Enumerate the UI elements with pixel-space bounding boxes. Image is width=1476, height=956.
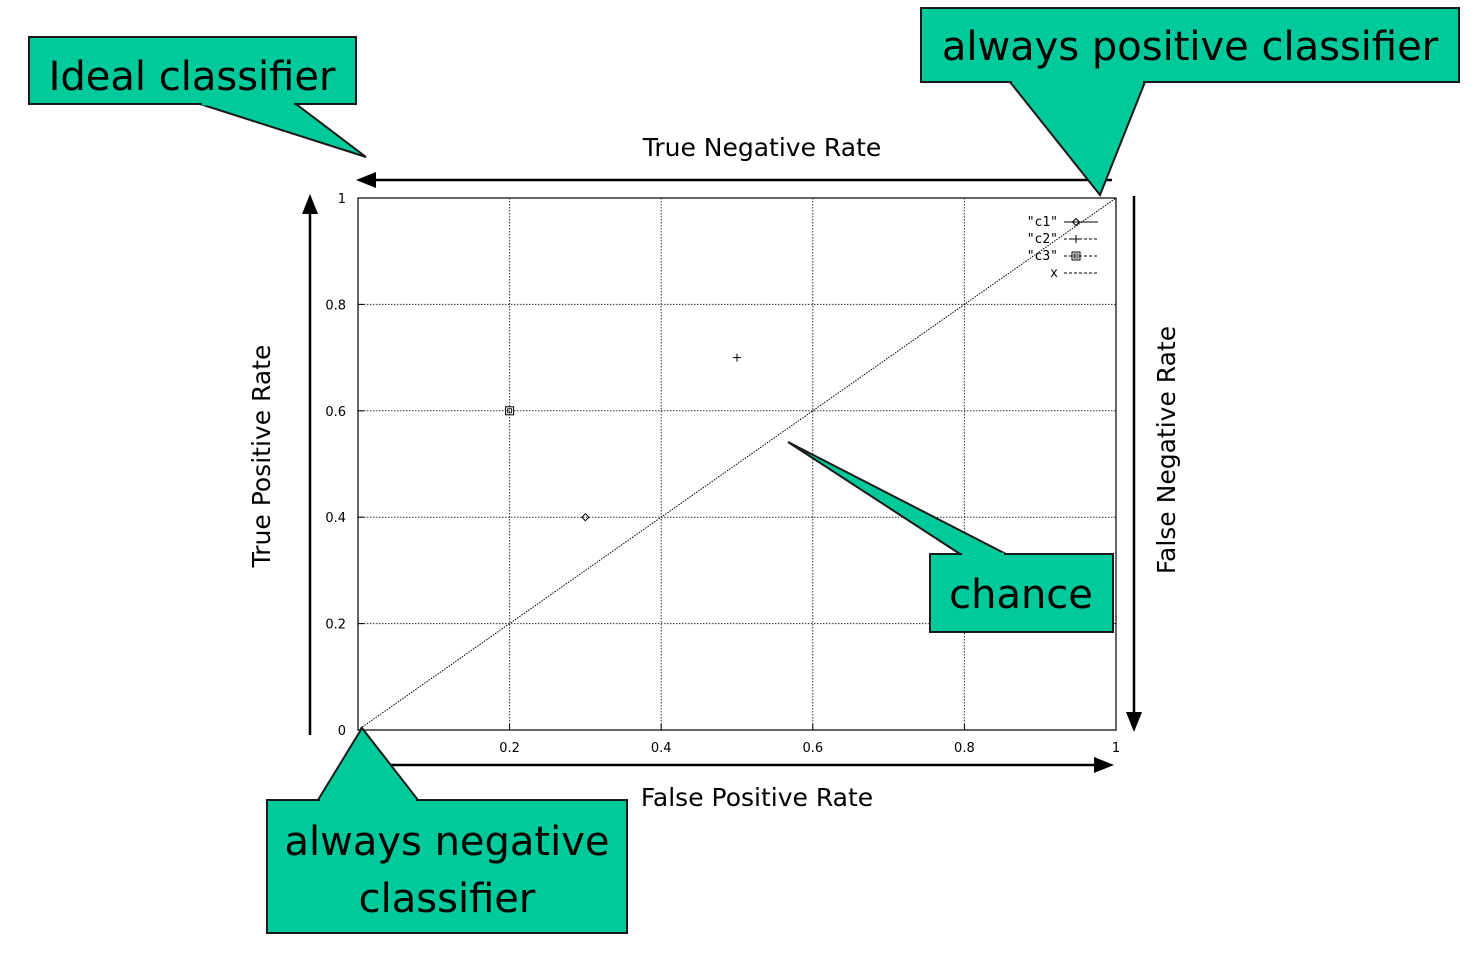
y-tick-label: 0.2 — [325, 618, 346, 633]
callout-always-positive-text: always positive classifier — [942, 24, 1439, 70]
marker-square-outer — [505, 406, 515, 416]
legend-marker — [1072, 235, 1080, 243]
axis-arrows — [302, 172, 1142, 773]
callout-always-negative-box — [266, 799, 628, 934]
legend: "c1" "c2" "c3" x — [1027, 215, 1098, 281]
x-tick-label: 0.4 — [651, 741, 672, 756]
plot-frame — [357, 197, 1117, 731]
y-tick-label: 0.6 — [325, 405, 346, 420]
tpr-arrowhead — [302, 194, 318, 214]
point-c3 — [505, 406, 515, 416]
y-tick-label: 1 — [338, 192, 346, 207]
tnr-arrowhead — [356, 172, 376, 188]
point-c1 — [581, 512, 590, 522]
data-points — [505, 353, 741, 522]
x-tick-label: 0.2 — [499, 741, 520, 756]
callout-always-positive-pointer — [1007, 81, 1147, 197]
callout-always-negative-line2: classifier — [359, 876, 536, 922]
y-tick-label: 0.8 — [325, 298, 346, 313]
callout-ideal-box — [28, 36, 357, 105]
callout-ideal-pointer — [199, 103, 367, 158]
x-axis-label: False Positive Rate — [641, 783, 873, 812]
diagonal-x-line — [357, 197, 1117, 731]
marker-square-inner — [1073, 253, 1079, 259]
callout-chance-pointer — [787, 441, 1007, 555]
y-axis-label: True Positive Rate — [247, 345, 276, 569]
y-tick-label: 0 — [338, 724, 346, 739]
callout-always-positive-box — [920, 7, 1460, 83]
x-tick-label: 1 — [1112, 741, 1120, 756]
top-axis-label: True Negative Rate — [642, 133, 882, 162]
legend-marker — [1071, 217, 1081, 227]
callout-chance-box — [929, 553, 1114, 633]
chance-line — [357, 197, 1117, 731]
callout-ideal: Ideal classifier — [28, 36, 367, 158]
callout-chance: chance — [787, 441, 1114, 633]
callout-always-positive: always positive classifier — [920, 7, 1460, 197]
marker-square-inner — [507, 408, 513, 414]
y-tick-label: 0.4 — [325, 511, 346, 526]
legend-label: x — [1050, 266, 1058, 281]
point-c2 — [733, 353, 741, 362]
x-tick-label: 0.6 — [802, 741, 823, 756]
x-tick-label: 0.8 — [954, 741, 975, 756]
legend-label: "c2" — [1027, 232, 1058, 247]
legend-marker — [1071, 251, 1081, 261]
fnr-arrowhead — [1126, 712, 1142, 732]
legend-label: "c3" — [1027, 249, 1058, 264]
marker-square-outer — [1071, 251, 1081, 261]
tick-labels: 0.2 0.4 0.6 0.8 1 0 0.2 0.4 0.6 0.8 1 — [325, 192, 1120, 756]
callout-always-negative-line1: always negative — [284, 819, 609, 865]
legend-label: "c1" — [1027, 215, 1058, 230]
callout-always-negative: always negative classifier — [266, 726, 628, 934]
fpr-arrowhead — [1094, 757, 1114, 773]
callout-ideal-text: Ideal classifier — [49, 54, 336, 100]
right-axis-label: False Negative Rate — [1152, 326, 1181, 574]
callout-chance-text: chance — [949, 572, 1093, 618]
grid — [358, 198, 1116, 730]
